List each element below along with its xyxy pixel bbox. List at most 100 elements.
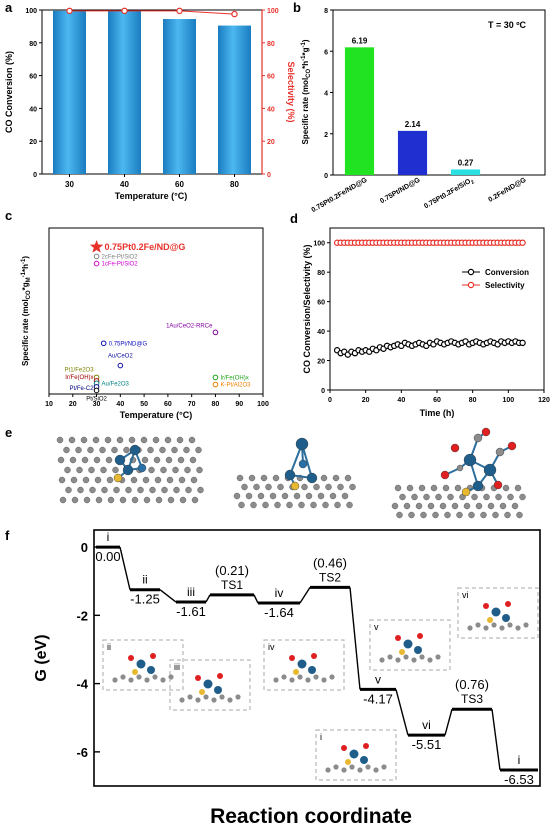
state-label: iii: [187, 585, 195, 599]
carbon-atom: [419, 654, 425, 660]
panel-label-d: d: [290, 211, 298, 226]
metal-atom: [403, 639, 413, 649]
x-tick-label: 30: [65, 180, 74, 189]
carbon-atom: [153, 456, 161, 464]
carbon-atom: [164, 436, 172, 444]
point-label: 2cFe-Pt/SiO2: [102, 254, 139, 260]
atom: [493, 480, 503, 490]
state-label: TS3: [461, 692, 483, 706]
metal-atom: [203, 679, 213, 689]
intermediate-structure-box: [457, 587, 539, 639]
carbon-atom: [233, 492, 241, 500]
oxygen-atom: [505, 601, 511, 607]
state-label: TS2: [319, 570, 341, 584]
x-tick-label: 60: [175, 180, 184, 189]
selectivity-point: [66, 7, 73, 15]
carbon-atom: [185, 486, 192, 494]
carbon-atom: [467, 625, 473, 631]
y-tick-label: 80: [29, 41, 37, 48]
selectivity-point: [176, 7, 183, 15]
carbon-atom: [236, 474, 244, 482]
carbon-atom: [320, 474, 328, 482]
carbon-atom: [176, 436, 184, 444]
carbon-atom: [337, 483, 344, 491]
panel-label-c: c: [5, 208, 12, 223]
carbon-atom: [515, 625, 521, 631]
atom: [440, 470, 450, 480]
panel-b-annotation: T = 30 ºC: [488, 20, 527, 30]
y-tick-label: 40: [317, 329, 325, 336]
carbon-atom: [411, 493, 418, 501]
carbon-atom: [406, 484, 414, 492]
carbon-atom: [171, 446, 178, 454]
carbon-atom: [179, 496, 187, 504]
carbon-atom: [439, 502, 447, 510]
x-tick-label: 20: [362, 397, 370, 404]
energy-connector: [395, 689, 409, 736]
rate-bar: [397, 130, 428, 175]
rate-bar: [450, 169, 481, 175]
carbon-atom: [344, 474, 352, 482]
x-tick-label: 80: [230, 180, 239, 189]
panel-a-xlabel: Temperature (°C): [115, 191, 187, 201]
carbon-atom: [178, 476, 186, 484]
y-tick-label: -6: [76, 745, 88, 760]
carbon-atom: [301, 483, 308, 491]
carbon-atom: [322, 501, 329, 509]
carbon-atom: [483, 493, 490, 501]
carbon-atom: [166, 476, 174, 484]
metal-atom: [147, 666, 155, 674]
oxygen-atom: [150, 653, 156, 659]
carbon-atom: [94, 476, 102, 484]
carbon-atom: [82, 476, 90, 484]
carbon-atom: [177, 456, 185, 464]
carbon-atom: [395, 657, 401, 663]
carbon-atom: [248, 474, 256, 482]
structure-with-co: [391, 427, 526, 519]
carbon-atom: [257, 492, 265, 500]
carbon-atom: [432, 511, 439, 519]
panel-d-ylabel: CO Conversion/Selectivity (%): [302, 244, 312, 373]
selectivity-point: [121, 7, 128, 15]
carbon-atom: [516, 511, 523, 519]
state-label: i: [107, 530, 110, 544]
carbon-atom: [408, 511, 415, 519]
carbon-atom: [313, 674, 319, 680]
oxygen-atom: [217, 673, 223, 679]
y-tick-label: 0: [33, 172, 37, 179]
panel-d-xlabel: Time (h): [420, 408, 455, 418]
legend-marker: [467, 281, 475, 289]
y2-tick-label: 100: [267, 8, 279, 15]
carbon-atom: [451, 502, 459, 510]
carbon-atom: [172, 466, 179, 474]
y-tick-label: 100: [313, 241, 325, 248]
carbon-atom: [197, 486, 204, 494]
carbon-atom: [454, 484, 462, 492]
carbon-atom: [63, 446, 70, 454]
y2-tick-label: 80: [267, 41, 275, 48]
carbon-atom: [160, 466, 167, 474]
y-tick-label: 20: [29, 139, 37, 146]
carbon-atom: [519, 493, 526, 501]
energy-value: -5.51: [412, 737, 442, 752]
y-tick-label: 0: [81, 540, 88, 555]
conversion-bar: [108, 10, 141, 174]
carbon-atom: [104, 436, 112, 444]
carbon-atom: [130, 476, 138, 484]
carbon-atom: [183, 446, 190, 454]
carbon-atom: [131, 496, 139, 504]
x-tick-label: 40: [397, 397, 405, 404]
oxygen-atom: [128, 655, 134, 661]
carbon-atom: [168, 674, 174, 680]
carbon-atom: [463, 502, 471, 510]
carbon-atom: [152, 674, 158, 680]
carbon-atom: [119, 496, 127, 504]
carbon-atom: [113, 486, 120, 494]
energy-connector: [444, 709, 453, 736]
carbon-atom: [70, 476, 78, 484]
y-tick-label: 0: [324, 173, 328, 180]
metal-atom: [414, 646, 422, 654]
x-tick-label: 100: [257, 401, 269, 408]
y-tick-label: 0: [321, 388, 325, 395]
